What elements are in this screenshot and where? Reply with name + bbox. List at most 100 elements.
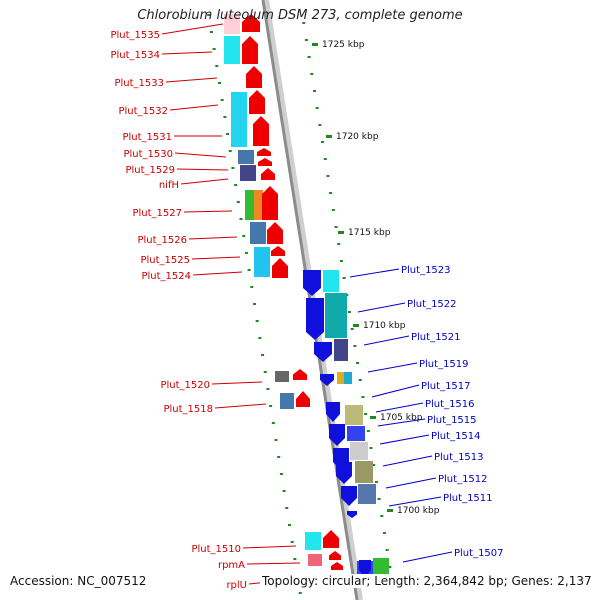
label-leader [192, 271, 243, 276]
tick-mark [215, 65, 219, 67]
label-leader [188, 236, 238, 240]
forward-gene-arrow [257, 148, 271, 156]
gene-label-plut_1516: Plut_1516 [425, 399, 475, 410]
tick-mark [298, 592, 302, 594]
label-leader [165, 77, 218, 83]
gene-label-plut_1519: Plut_1519 [419, 359, 469, 370]
gene-label-plut_1520: Plut_1520 [160, 380, 210, 391]
reverse-gene-arrow [336, 462, 352, 484]
scale-tick [387, 509, 393, 512]
reverse-gene-arrow [320, 374, 334, 386]
reverse-gene-arrow [329, 424, 345, 446]
label-leader [176, 168, 229, 171]
gene-feature-block [323, 270, 339, 292]
tick-mark [234, 184, 238, 186]
tick-mark [361, 396, 365, 398]
gene-label-plut_1518: Plut_1518 [163, 404, 213, 415]
gene-label-rplu: rplU [226, 580, 247, 591]
label-leader [161, 51, 213, 55]
gene-feature-block [358, 484, 376, 504]
tick-mark [220, 99, 224, 101]
label-leader [169, 104, 219, 111]
tick-mark [263, 371, 267, 373]
label-leader [242, 545, 297, 549]
gene-label-plut_1524: Plut_1524 [141, 271, 191, 282]
tick-mark [252, 303, 256, 305]
forward-gene-arrow [242, 36, 258, 64]
tick-mark [334, 226, 338, 228]
tick-mark [388, 566, 392, 568]
tick-mark [380, 515, 384, 517]
label-leader [388, 496, 442, 507]
gene-feature-block [355, 461, 373, 483]
forward-gene-arrow [331, 562, 343, 570]
label-leader [246, 562, 301, 565]
reverse-gene-arrow [314, 342, 332, 362]
gene-label-plut_1532: Plut_1532 [118, 106, 168, 117]
scale-label: 1710 kbp [363, 321, 406, 331]
gene-label-plut_1511: Plut_1511 [443, 493, 493, 504]
gene-label-plut_1513: Plut_1513 [434, 452, 484, 463]
tick-mark [372, 464, 376, 466]
reverse-gene-arrow [359, 560, 371, 578]
forward-gene-arrow [329, 551, 341, 560]
gene-feature-block [325, 293, 347, 338]
tick-mark [277, 456, 281, 458]
scale-label: 1700 kbp [397, 506, 440, 516]
tick-mark [302, 22, 306, 24]
tick-mark [366, 430, 370, 432]
tick-mark [261, 354, 265, 356]
gene-label-plut_1529: Plut_1529 [125, 165, 175, 176]
tick-mark [282, 490, 286, 492]
gene-label-plut_1514: Plut_1514 [431, 431, 481, 442]
label-leader [375, 402, 424, 413]
scale-tick [353, 324, 359, 327]
label-leader [191, 256, 241, 260]
tick-mark [290, 541, 294, 543]
label-leader [349, 268, 400, 278]
gene-label-plut_1521: Plut_1521 [411, 332, 461, 343]
tick-mark [226, 133, 230, 135]
gene-label-plut_1507: Plut_1507 [454, 548, 504, 559]
gene-feature-block [305, 532, 321, 550]
tick-mark [236, 201, 240, 203]
gene-label-plut_1512: Plut_1512 [438, 474, 488, 485]
label-leader [174, 152, 227, 158]
tick-mark [223, 116, 227, 118]
gene-feature-block [350, 442, 368, 460]
tick-mark [266, 388, 270, 390]
tick-mark [374, 481, 378, 483]
gene-label-plut_1515: Plut_1515 [427, 415, 477, 426]
gene-feature-block [224, 36, 240, 64]
topology-text: Topology: circular; Length: 2,364,842 bp… [260, 574, 594, 588]
gene-label-plut_1533: Plut_1533 [114, 78, 164, 89]
tick-mark [358, 379, 362, 381]
gene-label-plut_1525: Plut_1525 [140, 255, 190, 266]
gene-label-plut_1510: Plut_1510 [191, 544, 241, 555]
tick-mark [326, 175, 330, 177]
gene-feature-block [345, 405, 363, 425]
tick-mark [247, 269, 251, 271]
tick-mark [293, 558, 297, 560]
reverse-gene-arrow [326, 402, 340, 422]
label-leader [379, 434, 430, 445]
forward-gene-arrow [242, 14, 260, 32]
map-title: Chlorobium luteolum DSM 273, complete ge… [137, 8, 463, 23]
gene-label-plut_1527: Plut_1527 [132, 208, 182, 219]
tick-mark [228, 150, 232, 152]
label-leader [367, 362, 418, 373]
scale-tick [326, 135, 332, 138]
forward-gene-arrow [261, 168, 275, 180]
tick-mark [287, 524, 291, 526]
scale-tick [312, 43, 318, 46]
tick-mark [347, 311, 351, 313]
tick-mark [310, 73, 314, 75]
scale-label: 1725 kbp [322, 40, 365, 50]
forward-gene-arrow [271, 246, 285, 256]
gene-label-plut_1522: Plut_1522 [407, 299, 457, 310]
tick-mark [353, 345, 357, 347]
label-leader [357, 302, 406, 313]
scale-label: 1715 kbp [348, 228, 391, 238]
gene-label-plut_1523: Plut_1523 [401, 265, 451, 276]
